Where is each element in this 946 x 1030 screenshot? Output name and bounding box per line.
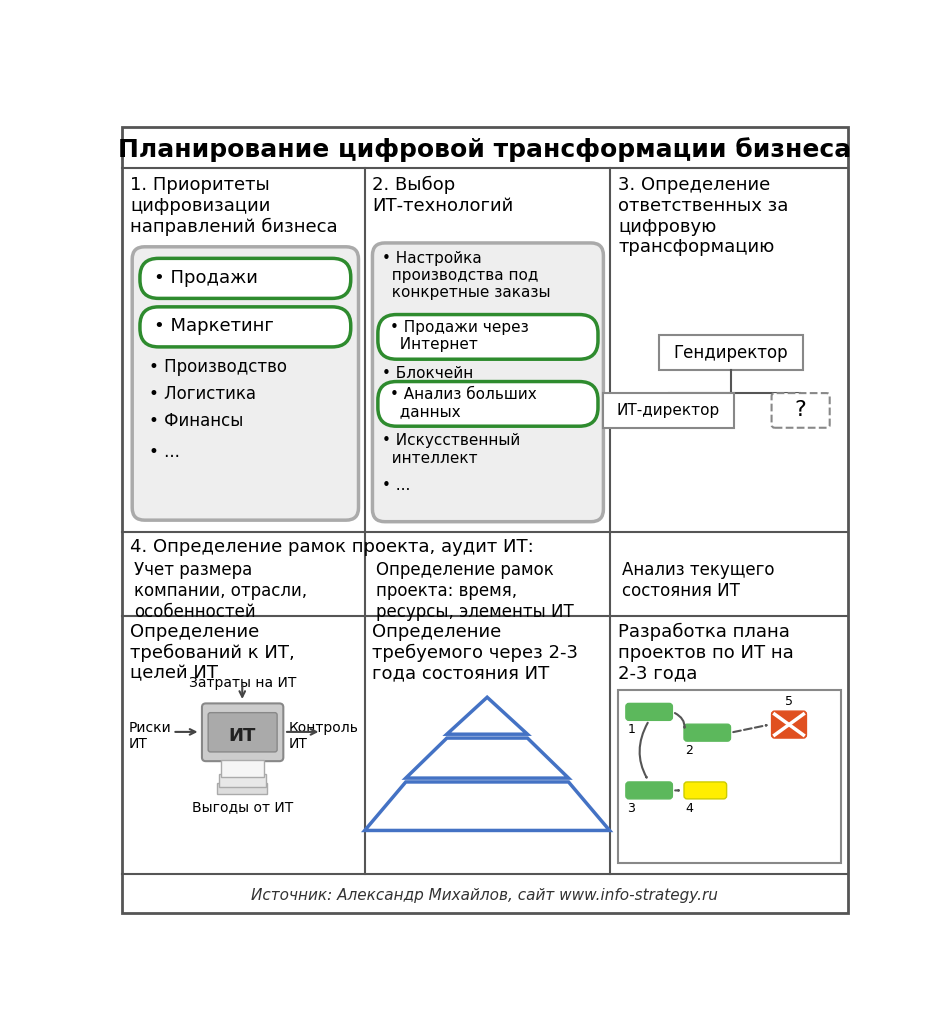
Bar — [218, 784, 267, 794]
Text: Определение рамок
проекта: время,
ресурсы, элементы ИТ: Определение рамок проекта: время, ресурс… — [377, 561, 574, 620]
Bar — [219, 775, 266, 787]
Text: • Продажи через
  Интернет: • Продажи через Интернет — [390, 320, 528, 352]
FancyBboxPatch shape — [201, 703, 283, 761]
Text: Определение
требований к ИТ,
целей ИТ: Определение требований к ИТ, целей ИТ — [130, 622, 294, 683]
FancyBboxPatch shape — [208, 713, 277, 752]
Text: • Искусственный
  интеллект: • Искусственный интеллект — [382, 434, 520, 466]
Text: • Маркетинг: • Маркетинг — [154, 317, 273, 335]
Text: 1: 1 — [627, 723, 636, 736]
Text: Гендиректор: Гендиректор — [674, 344, 788, 362]
FancyBboxPatch shape — [626, 703, 673, 720]
Text: Планирование цифровой трансформации бизнеса: Планирование цифровой трансформации бизн… — [118, 137, 851, 162]
Text: Анализ текущего
состояния ИТ: Анализ текущего состояния ИТ — [622, 561, 775, 599]
Text: 5: 5 — [784, 695, 793, 708]
Text: • Производство: • Производство — [149, 358, 288, 376]
Text: Затраты на ИТ: Затраты на ИТ — [188, 677, 296, 690]
Text: • Продажи: • Продажи — [154, 269, 257, 286]
FancyBboxPatch shape — [772, 393, 830, 427]
Text: • Блокчейн: • Блокчейн — [382, 366, 473, 381]
Text: • Настройка
  производства под
  конкретные заказы: • Настройка производства под конкретные … — [382, 250, 551, 301]
Text: • Логистика: • Логистика — [149, 385, 256, 404]
Text: 2. Выбор
ИТ-технологий: 2. Выбор ИТ-технологий — [373, 176, 514, 215]
FancyArrowPatch shape — [674, 713, 685, 727]
FancyBboxPatch shape — [373, 243, 604, 521]
FancyBboxPatch shape — [684, 724, 730, 742]
Text: Источник: Александр Михайлов, сайт www.info-strategy.ru: Источник: Александр Михайлов, сайт www.i… — [252, 888, 718, 902]
Text: 4: 4 — [686, 802, 693, 815]
Text: Учет размера
компании, отрасли,
особенностей: Учет размера компании, отрасли, особенно… — [133, 561, 307, 620]
Text: • Финансы: • Финансы — [149, 412, 244, 431]
Text: Определение
требуемого через 2-3
года состояния ИТ: Определение требуемого через 2-3 года со… — [373, 622, 578, 683]
Text: 4. Определение рамок проекта, аудит ИТ:: 4. Определение рамок проекта, аудит ИТ: — [130, 538, 534, 556]
Bar — [618, 689, 841, 863]
Text: Выгоды от ИТ: Выгоды от ИТ — [192, 800, 293, 815]
Text: Риски
ИТ: Риски ИТ — [129, 721, 171, 751]
FancyArrowPatch shape — [733, 725, 766, 732]
Text: 3: 3 — [627, 802, 636, 815]
FancyBboxPatch shape — [626, 782, 673, 799]
Text: Контроль
ИТ: Контроль ИТ — [289, 721, 359, 751]
Text: ИТ: ИТ — [229, 727, 256, 745]
Text: • ...: • ... — [149, 443, 180, 461]
Bar — [220, 760, 264, 778]
FancyBboxPatch shape — [684, 782, 727, 799]
Bar — [659, 336, 802, 370]
Text: Разработка плана
проектов по ИТ на
2-3 года: Разработка плана проектов по ИТ на 2-3 г… — [618, 622, 794, 683]
Text: ?: ? — [795, 401, 806, 420]
FancyBboxPatch shape — [140, 259, 351, 299]
Text: • ...: • ... — [382, 478, 411, 492]
FancyBboxPatch shape — [377, 381, 598, 426]
FancyBboxPatch shape — [377, 314, 598, 359]
Bar — [603, 393, 734, 427]
Text: • Анализ больших
  данных: • Анализ больших данных — [390, 387, 536, 419]
FancyBboxPatch shape — [140, 307, 351, 347]
FancyBboxPatch shape — [132, 247, 359, 520]
FancyArrowPatch shape — [639, 723, 648, 778]
Text: ИТ-директор: ИТ-директор — [617, 403, 720, 418]
FancyBboxPatch shape — [772, 711, 806, 739]
Text: 1. Приоритеты
цифровизации
направлений бизнеса: 1. Приоритеты цифровизации направлений б… — [130, 176, 338, 236]
Text: 3. Определение
ответственных за
цифровую
трансформацию: 3. Определение ответственных за цифровую… — [618, 176, 789, 256]
Text: 2: 2 — [686, 745, 693, 757]
